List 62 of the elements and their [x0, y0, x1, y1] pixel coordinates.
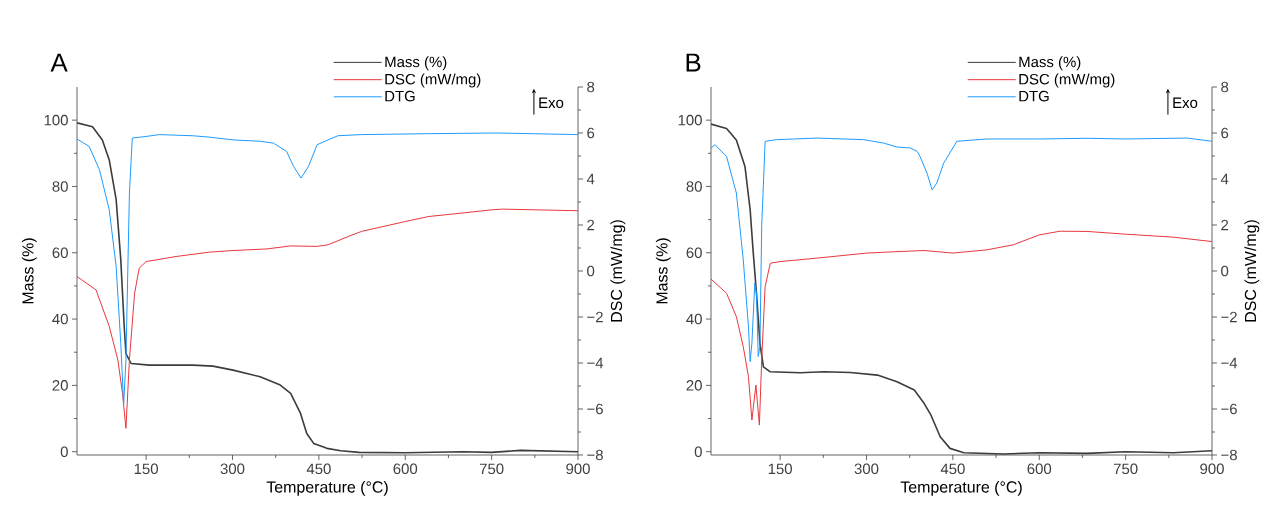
x-tick-label: 300	[854, 463, 879, 475]
y2-tick-label: 8	[587, 81, 595, 93]
y2-axis-title: DSC (mW/mg)	[1244, 220, 1260, 322]
y2-tick-label: 4	[1220, 173, 1229, 185]
x-tick-label: 900	[566, 463, 590, 475]
y-axis-title: Mass (%)	[655, 238, 671, 304]
y2-tick-label: 6	[587, 127, 595, 139]
y-tick-label: 60	[686, 247, 702, 259]
y-tick-label: 40	[52, 313, 68, 325]
y-tick-label: 60	[52, 247, 68, 259]
y-axis-title: Mass (%)	[21, 238, 37, 304]
y2-tick-label: −8	[587, 449, 603, 461]
y2-tick-label: −4	[587, 357, 604, 369]
x-tick-label: 150	[768, 463, 792, 475]
x-tick-label: 750	[1113, 463, 1138, 475]
x-tick-label: 450	[940, 463, 965, 475]
x-tick-label: 600	[1027, 463, 1052, 475]
y2-tick-label: −8	[1221, 449, 1237, 461]
y2-axis-title: DSC (mW/mg)	[610, 220, 626, 322]
y-tick-label: 20	[52, 380, 68, 391]
x-tick-label: 600	[393, 463, 418, 475]
y2-tick-label: 6	[1221, 127, 1229, 139]
legend-label: DTG	[1019, 90, 1049, 102]
legend-label: Mass (%)	[1019, 56, 1081, 71]
y-tick-label: 80	[686, 181, 702, 192]
y2-tick-label: 2	[1221, 219, 1229, 231]
x-tick-label: 750	[479, 463, 504, 475]
x-tick-label: 900	[1200, 463, 1224, 475]
y-tick-label: 20	[686, 380, 702, 391]
y2-tick-label: −6	[1221, 403, 1237, 415]
y2-tick-label: 2	[587, 219, 595, 231]
x-axis-title: Temperature (°C)	[900, 480, 1022, 496]
y-tick-label: 100	[678, 114, 702, 126]
y-tick-label: 0	[60, 446, 68, 457]
annotation: Exo	[1173, 97, 1198, 109]
legend-label: DSC (mW/mg)	[1019, 73, 1115, 88]
y-tick-label: 40	[686, 313, 702, 325]
line-series	[77, 132, 578, 406]
chart-title: A	[50, 53, 68, 72]
y2-tick-label: −6	[587, 403, 603, 415]
y-tick-label: 0	[694, 446, 702, 457]
chart-title: B	[686, 53, 701, 72]
y2-tick-label: −4	[1221, 357, 1238, 369]
x-axis-title: Temperature (°C)	[266, 480, 388, 496]
legend-label: DTG	[385, 90, 415, 102]
y2-tick-label: 0	[1221, 265, 1229, 277]
y2-tick-label: −2	[1221, 311, 1237, 323]
y-tick-label: 80	[52, 181, 68, 192]
line-series	[77, 208, 578, 429]
y2-tick-label: 4	[586, 173, 595, 185]
x-tick-label: 450	[306, 463, 331, 475]
y2-tick-label: −2	[587, 311, 603, 323]
y2-tick-label: 8	[1221, 81, 1229, 93]
line-series	[711, 230, 1213, 426]
legend-label: DSC (mW/mg)	[385, 73, 481, 88]
x-tick-label: 300	[220, 463, 245, 475]
y-tick-label: 100	[44, 114, 68, 126]
annotation: Exo	[539, 97, 564, 109]
x-tick-label: 150	[134, 463, 158, 475]
y2-tick-label: 0	[587, 265, 595, 277]
legend-label: Mass (%)	[385, 56, 447, 71]
line-series	[711, 137, 1213, 363]
